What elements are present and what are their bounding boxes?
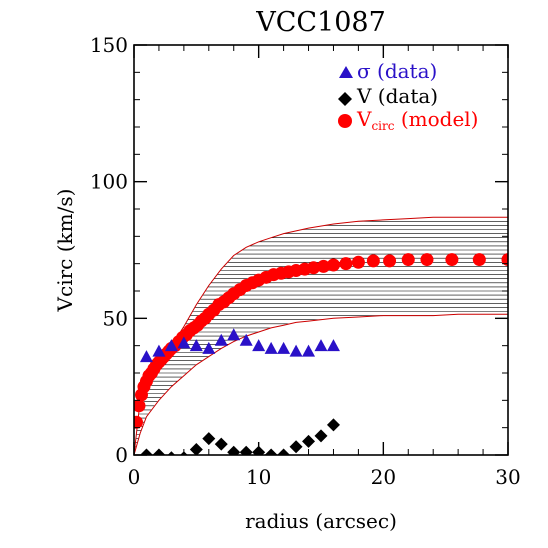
model-point [472, 253, 486, 267]
sigma-point [277, 341, 291, 354]
chart-title: VCC1087 [255, 7, 386, 38]
model-point [134, 415, 143, 429]
v-point [239, 445, 253, 455]
sigma-point [326, 339, 340, 352]
sigma-point [239, 333, 253, 346]
sigma-point [202, 341, 216, 354]
data-marks [134, 253, 508, 455]
series-diamond [139, 418, 340, 455]
v-point [314, 429, 328, 443]
sigma-point [264, 341, 278, 354]
legend-diamond-marker [338, 92, 352, 106]
v-point [289, 440, 303, 454]
sigma-point [314, 339, 328, 352]
legend-label-vcirc-main: V [356, 107, 372, 131]
v-point [214, 437, 228, 451]
model-point [401, 253, 415, 267]
model-point [134, 399, 146, 413]
model-point [307, 261, 321, 275]
v-point [326, 418, 340, 432]
model-point [316, 259, 330, 273]
sigma-point [189, 339, 203, 352]
x-axis-label: radius (arcsec) [245, 509, 397, 533]
sigma-point [252, 339, 266, 352]
model-point [326, 258, 340, 272]
x-tick-label: 0 [128, 465, 141, 489]
legend-item-sigma: σ (data) [339, 59, 437, 83]
x-tick-label: 20 [371, 465, 396, 489]
model-point [383, 254, 397, 268]
series-circle [134, 253, 508, 429]
x-tick-label: 10 [246, 465, 271, 489]
sigma-point [152, 344, 166, 357]
legend-label-v: V (data) [356, 84, 438, 108]
sigma-point [214, 333, 228, 346]
axis-ticks: 0 10 20 30 0 50 100 150 [90, 33, 521, 489]
model-point [339, 257, 353, 271]
sigma-point [289, 344, 303, 357]
band-lower-edge [134, 313, 508, 455]
sigma-point [139, 350, 153, 363]
legend-label-vcirc-subscript: circ [371, 119, 394, 133]
legend-item-v: V (data) [338, 84, 438, 108]
model-point [445, 253, 459, 267]
model-point [501, 253, 508, 267]
y-axis-label: Vcirc (km/s) [53, 189, 77, 313]
sigma-point [302, 344, 316, 357]
legend-label-vcirc-suffix: (model) [394, 107, 478, 131]
y-tick-label: 150 [90, 33, 128, 57]
y-tick-label: 50 [103, 306, 128, 330]
band-hatching [134, 217, 508, 452]
y-tick-label: 100 [90, 170, 128, 194]
v-point [302, 434, 316, 448]
v-point [139, 448, 153, 455]
legend-item-vcirc: Vcirc (model) [338, 107, 478, 133]
sigma-point [164, 339, 178, 352]
model-point [420, 253, 434, 267]
v-point [264, 448, 278, 455]
legend-label-sigma: σ (data) [357, 59, 437, 83]
legend-label-vcirc: Vcirc (model) [356, 107, 478, 133]
legend-triangle-marker [339, 66, 353, 78]
plot-frame [133, 44, 509, 456]
sigma-point [227, 328, 241, 341]
series-triangle [139, 328, 340, 363]
legend: σ (data) V (data) Vcirc (model) [338, 59, 478, 133]
model-point [351, 255, 365, 269]
legend-circle-marker [338, 114, 352, 128]
model-point [366, 254, 380, 268]
y-tick-label: 0 [115, 443, 128, 467]
v-point [202, 432, 216, 446]
v-point [189, 443, 203, 455]
v-point [167, 451, 176, 455]
sigma-point [177, 336, 191, 349]
x-tick-label: 30 [495, 465, 520, 489]
